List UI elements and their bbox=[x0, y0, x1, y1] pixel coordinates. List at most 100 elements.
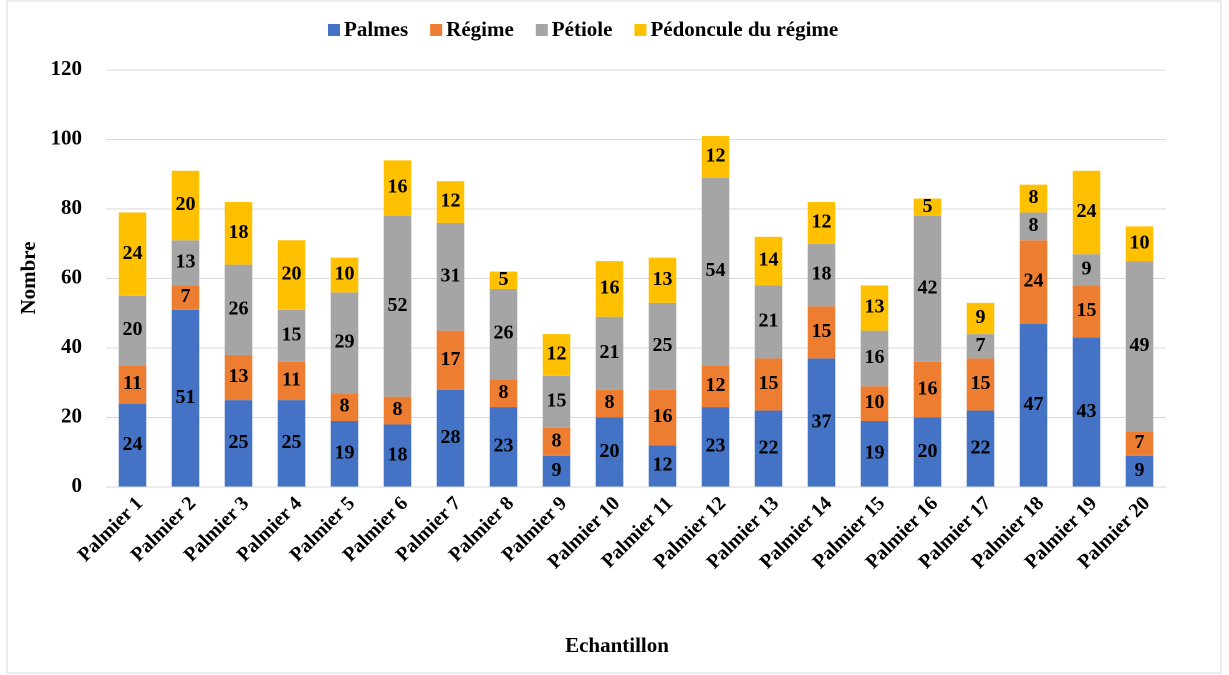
bar-segment bbox=[648, 445, 677, 487]
bar-segment bbox=[171, 309, 200, 487]
y-tick-label: 60 bbox=[61, 264, 82, 288]
bar-segment bbox=[966, 334, 995, 359]
bar-segment bbox=[436, 389, 465, 487]
bar-segment bbox=[913, 215, 942, 362]
bar-segment bbox=[118, 403, 147, 487]
legend-swatch bbox=[634, 24, 647, 36]
legend-swatch bbox=[328, 24, 340, 36]
data-label: 37 bbox=[812, 410, 832, 432]
bar-segment bbox=[648, 302, 677, 390]
bar-segment bbox=[860, 330, 889, 387]
data-label: 16 bbox=[388, 176, 408, 198]
data-label: 11 bbox=[282, 369, 301, 391]
bar-segment bbox=[118, 295, 147, 366]
data-label: 31 bbox=[441, 264, 461, 286]
bar-segment bbox=[913, 417, 942, 487]
data-label: 18 bbox=[229, 221, 249, 243]
bar-segment bbox=[701, 407, 730, 487]
y-tick-label: 100 bbox=[51, 125, 83, 149]
bar-segment bbox=[489, 288, 518, 380]
bar-segment bbox=[913, 198, 942, 216]
data-label: 19 bbox=[335, 442, 355, 464]
data-label: 12 bbox=[812, 210, 832, 232]
bar-segment bbox=[1125, 261, 1154, 432]
data-label: 12 bbox=[706, 374, 726, 396]
data-label: 12 bbox=[653, 454, 673, 476]
bar-segment bbox=[595, 316, 624, 390]
bar-segment bbox=[966, 302, 995, 335]
y-tick-label: 0 bbox=[72, 473, 83, 497]
data-label: 13 bbox=[865, 296, 885, 318]
data-label: 24 bbox=[1024, 270, 1044, 292]
bar-segment bbox=[383, 215, 412, 397]
bar-segment bbox=[1072, 285, 1101, 338]
bar-segment bbox=[383, 424, 412, 487]
bar-segment bbox=[542, 455, 571, 487]
bar-segment bbox=[1019, 212, 1048, 241]
bar-segment bbox=[1072, 254, 1101, 286]
data-label: 15 bbox=[547, 389, 567, 411]
data-label: 21 bbox=[600, 341, 620, 363]
bar-segment bbox=[330, 257, 359, 293]
data-label: 8 bbox=[393, 398, 403, 420]
data-label: 5 bbox=[499, 268, 509, 290]
data-label: 26 bbox=[494, 322, 514, 344]
y-tick-label: 20 bbox=[61, 403, 82, 427]
data-label: 28 bbox=[441, 426, 461, 448]
bar-segment bbox=[277, 309, 306, 362]
data-label: 5 bbox=[923, 195, 933, 217]
data-label: 24 bbox=[1077, 200, 1097, 222]
bar-segment bbox=[754, 358, 783, 411]
bar-segment bbox=[489, 271, 518, 289]
bar-segment bbox=[224, 400, 253, 487]
data-label: 9 bbox=[1135, 459, 1145, 481]
x-axis-title: Echantillon bbox=[565, 633, 669, 657]
bar-segment bbox=[807, 243, 836, 307]
bar-segment bbox=[1019, 240, 1048, 324]
legend-label: Pétiole bbox=[552, 17, 613, 41]
data-label: 14 bbox=[759, 249, 779, 271]
data-label: 25 bbox=[653, 334, 673, 356]
bar-segment bbox=[807, 306, 836, 359]
data-label: 15 bbox=[971, 372, 991, 394]
data-label: 9 bbox=[552, 459, 562, 481]
data-label: 16 bbox=[918, 377, 938, 399]
data-label: 22 bbox=[759, 436, 779, 458]
data-label: 20 bbox=[176, 193, 196, 215]
bar-segment bbox=[436, 222, 465, 331]
bar-segment bbox=[1125, 226, 1154, 262]
data-label: 25 bbox=[282, 431, 302, 453]
bar-segment bbox=[330, 393, 359, 421]
data-label: 42 bbox=[918, 277, 938, 299]
data-label: 18 bbox=[388, 443, 408, 465]
bar-segment bbox=[542, 334, 571, 376]
bar-segment bbox=[913, 361, 942, 418]
legend-label: Régime bbox=[446, 17, 514, 41]
data-label: 7 bbox=[1135, 431, 1145, 453]
y-tick-label: 80 bbox=[61, 195, 82, 219]
bar-segment bbox=[277, 240, 306, 310]
bar-segment bbox=[701, 136, 730, 178]
bar-segment bbox=[1125, 455, 1154, 487]
data-label: 7 bbox=[181, 285, 191, 307]
data-label: 24 bbox=[123, 242, 143, 264]
bar-segment bbox=[648, 389, 677, 446]
data-label: 11 bbox=[123, 372, 142, 394]
data-label: 13 bbox=[176, 250, 196, 272]
bar-segment bbox=[542, 375, 571, 428]
data-label: 15 bbox=[812, 320, 832, 342]
bar-segment bbox=[436, 181, 465, 223]
bar-segment bbox=[807, 202, 836, 244]
data-label: 12 bbox=[547, 343, 567, 365]
bar-segment bbox=[966, 358, 995, 411]
data-label: 49 bbox=[1130, 334, 1150, 356]
bar-segment bbox=[383, 396, 412, 425]
data-label: 7 bbox=[976, 334, 986, 356]
bar-segment bbox=[595, 389, 624, 418]
bar-segment bbox=[860, 285, 889, 331]
data-label: 8 bbox=[1029, 214, 1039, 236]
data-label: 20 bbox=[282, 263, 302, 285]
data-label: 24 bbox=[123, 433, 143, 455]
data-label: 52 bbox=[388, 294, 408, 316]
